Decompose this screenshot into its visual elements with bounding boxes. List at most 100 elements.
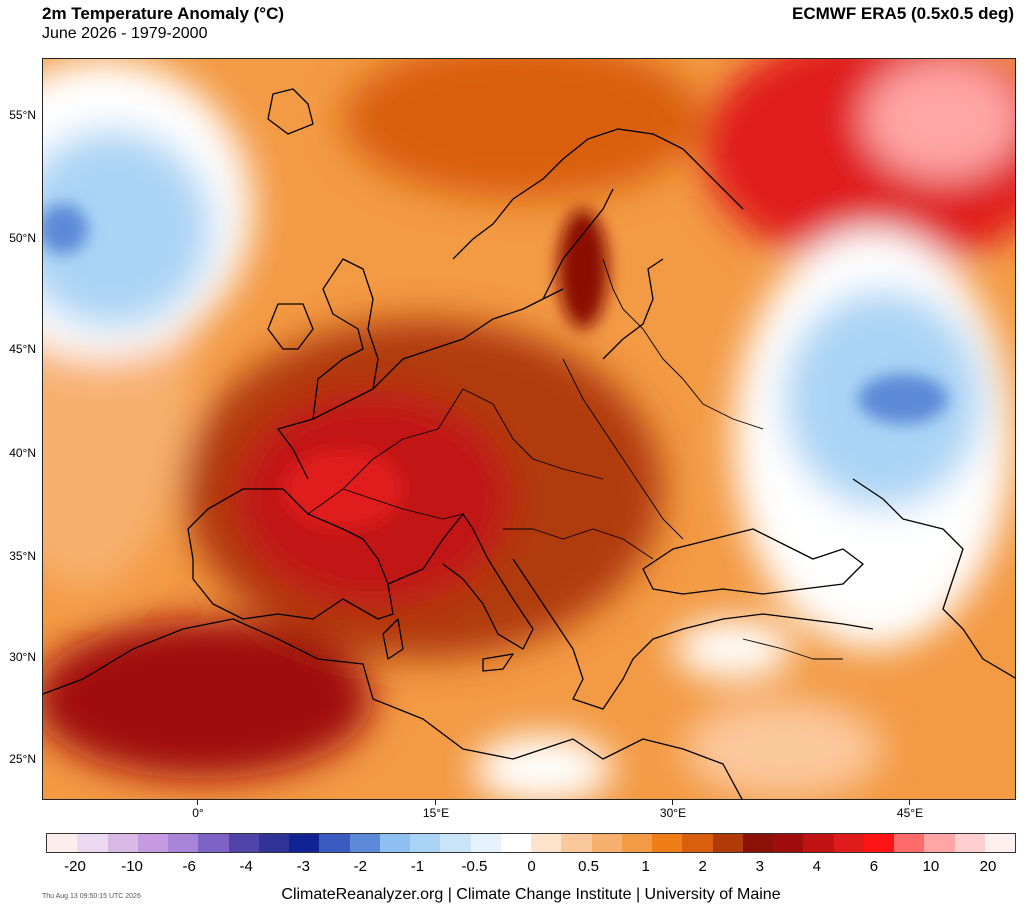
- color-scale-label: 20: [979, 858, 997, 875]
- border-germany-poland: [462, 388, 604, 480]
- color-swatch: [470, 834, 501, 852]
- color-swatch: [954, 834, 985, 852]
- atlantic-cool-anomaly: [43, 129, 213, 329]
- arctic-pink-core: [863, 59, 1015, 179]
- border-turkey-syria: [742, 638, 843, 660]
- lat-label-25n: 25°N: [9, 752, 36, 766]
- color-scale-label: -20: [64, 858, 86, 875]
- color-scale-label: -4: [239, 858, 253, 875]
- color-scale-bar: [46, 833, 1016, 853]
- lon-label-45e: 45°E: [896, 806, 924, 820]
- color-scale-label: -10: [121, 858, 143, 875]
- sardinia-coast: [382, 618, 404, 660]
- color-scale-label: 4: [812, 858, 821, 875]
- scandinavia-coast: [452, 128, 744, 260]
- border-alps: [342, 488, 464, 520]
- color-swatch: [773, 834, 804, 852]
- color-swatch: [712, 834, 743, 852]
- color-swatch: [833, 834, 864, 852]
- color-scale-label: 1: [641, 858, 650, 875]
- biscay-northsea-coast: [277, 288, 564, 480]
- lat-label-30n: 30°N: [9, 650, 36, 664]
- black-sea-coast: [642, 528, 864, 595]
- color-swatch: [258, 834, 289, 852]
- color-swatch: [621, 834, 652, 852]
- color-scale-label: -6: [182, 858, 196, 875]
- baltic-coast: [602, 258, 664, 360]
- color-swatch: [107, 834, 138, 852]
- italy-coast: [387, 513, 534, 650]
- britain-coast: [312, 258, 379, 420]
- libya-neutral-patch: [473, 734, 613, 799]
- lon-label-30e: 30°E: [659, 806, 687, 820]
- lon-tick: [909, 800, 910, 805]
- sicily-coast: [482, 653, 514, 672]
- north-africa-warm: [43, 619, 373, 779]
- sweden-coast: [542, 188, 614, 300]
- lon-tick: [672, 800, 673, 805]
- lat-label-45n: 45°N: [9, 342, 36, 356]
- coastlines: [43, 88, 1015, 799]
- color-swatch: [924, 834, 955, 852]
- lon-label-0: 0°: [192, 806, 204, 820]
- lon-label-15e: 15°E: [422, 806, 450, 820]
- color-scale-label: -2: [353, 858, 367, 875]
- turkey-neutral-patch: [673, 619, 793, 679]
- anomaly-field: [43, 59, 1015, 799]
- color-scale-label: 6: [869, 858, 879, 875]
- color-swatch: [289, 834, 320, 852]
- color-swatch: [168, 834, 199, 852]
- anomaly-map: [42, 58, 1016, 800]
- color-swatch: [500, 834, 531, 852]
- russia-cold-core: [858, 374, 948, 424]
- color-scale-label: 3: [755, 858, 764, 875]
- north-africa-coast: [43, 618, 743, 799]
- map-title: 2m Temperature Anomaly (°C): [42, 4, 285, 23]
- country-borders: [307, 258, 843, 660]
- color-swatch: [319, 834, 350, 852]
- color-swatch: [349, 834, 380, 852]
- ireland-coast: [267, 303, 314, 350]
- map-subtitle: June 2026 - 1979-2000: [42, 25, 208, 42]
- color-swatch: [682, 834, 713, 852]
- color-swatch: [742, 834, 773, 852]
- norwegian-sea-warm: [343, 59, 703, 199]
- lon-tick: [435, 800, 436, 805]
- footer-credit: ClimateReanalyzer.org | Climate Change I…: [281, 886, 781, 903]
- border-balkans: [503, 528, 654, 560]
- lat-label-40n: 40°N: [9, 446, 36, 460]
- color-scale-label: 10: [922, 858, 940, 875]
- color-swatch: [894, 834, 925, 852]
- border-france-germany: [307, 388, 464, 515]
- color-swatch: [652, 834, 683, 852]
- color-swatch: [561, 834, 592, 852]
- data-source-label: ECMWF ERA5 (0.5x0.5 deg): [792, 4, 1014, 23]
- sweden-warm-strip: [558, 209, 608, 329]
- color-scale-label: -1: [410, 858, 425, 875]
- color-swatch: [984, 834, 1015, 852]
- timestamp: Thu Aug 13 09:50:15 UTC 2026: [42, 893, 141, 900]
- levant-mild-zone: [683, 699, 883, 799]
- border-poland-ukraine: [562, 358, 684, 540]
- border-finland-russia: [602, 258, 644, 330]
- lat-label-35n: 35°N: [9, 549, 36, 563]
- color-swatch: [77, 834, 108, 852]
- caspian-coast: [852, 478, 1015, 679]
- color-scale-label: -0.5: [461, 858, 488, 875]
- color-swatch: [198, 834, 229, 852]
- color-swatch: [379, 834, 410, 852]
- lon-tick: [197, 800, 198, 805]
- color-swatch: [228, 834, 259, 852]
- color-swatch: [137, 834, 168, 852]
- iceland-coast: [267, 88, 314, 135]
- color-swatch: [803, 834, 834, 852]
- color-swatch: [591, 834, 622, 852]
- atlantic-cold-core: [43, 204, 88, 254]
- color-scale-label: 2: [698, 858, 707, 875]
- color-scale-label: -3: [296, 858, 310, 875]
- color-swatch: [410, 834, 441, 852]
- balkans-turkey-coast: [512, 558, 874, 710]
- color-scale-label: 0: [527, 858, 536, 875]
- border-baltic-russia: [642, 328, 764, 430]
- color-swatch: [863, 834, 894, 852]
